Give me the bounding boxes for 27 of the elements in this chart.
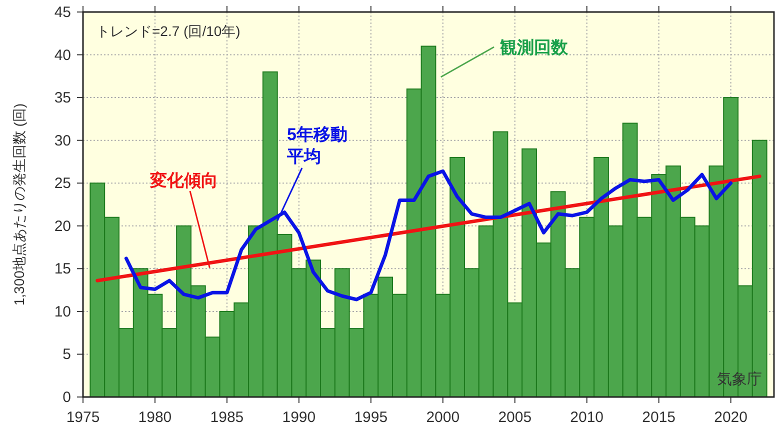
text: 変化傾向: [149, 171, 218, 190]
x-tick-label: 2000: [426, 409, 460, 426]
y-tick-label: 5: [62, 346, 71, 364]
y-axis-title: 1,300地点あたりの発生回数 (回): [11, 103, 27, 306]
x-tick-label: 2005: [498, 409, 532, 426]
y-tick-label: 30: [54, 132, 71, 150]
y-tick-label: 45: [54, 4, 71, 21]
annotation: 気象庁: [717, 371, 762, 388]
annotation: トレンド=2.7 (回/10年): [96, 23, 240, 39]
y-tick-label: 40: [54, 46, 71, 64]
y-tick-label: 25: [54, 175, 71, 192]
x-tick-label: 2015: [642, 409, 676, 426]
y-tick-label: 10: [54, 303, 71, 320]
x-tick-label: 1995: [354, 409, 388, 426]
x-tick-label: 1985: [210, 409, 244, 426]
x-tick-label: 2010: [570, 409, 604, 426]
text: 5年移動平均: [286, 125, 348, 166]
x-tick-label: 1980: [138, 409, 172, 426]
y-tick-label: 35: [54, 90, 71, 107]
y-tick-label: 15: [54, 260, 71, 278]
line-series: [124, 169, 733, 302]
text: 観測回数: [499, 38, 569, 57]
x-tick-label: 1975: [66, 409, 100, 426]
x-tick-label: 2020: [714, 409, 748, 426]
y-tick-label: 0: [62, 389, 71, 406]
x-tick-label: 1990: [282, 409, 316, 426]
y-tick-label: 20: [54, 218, 71, 235]
